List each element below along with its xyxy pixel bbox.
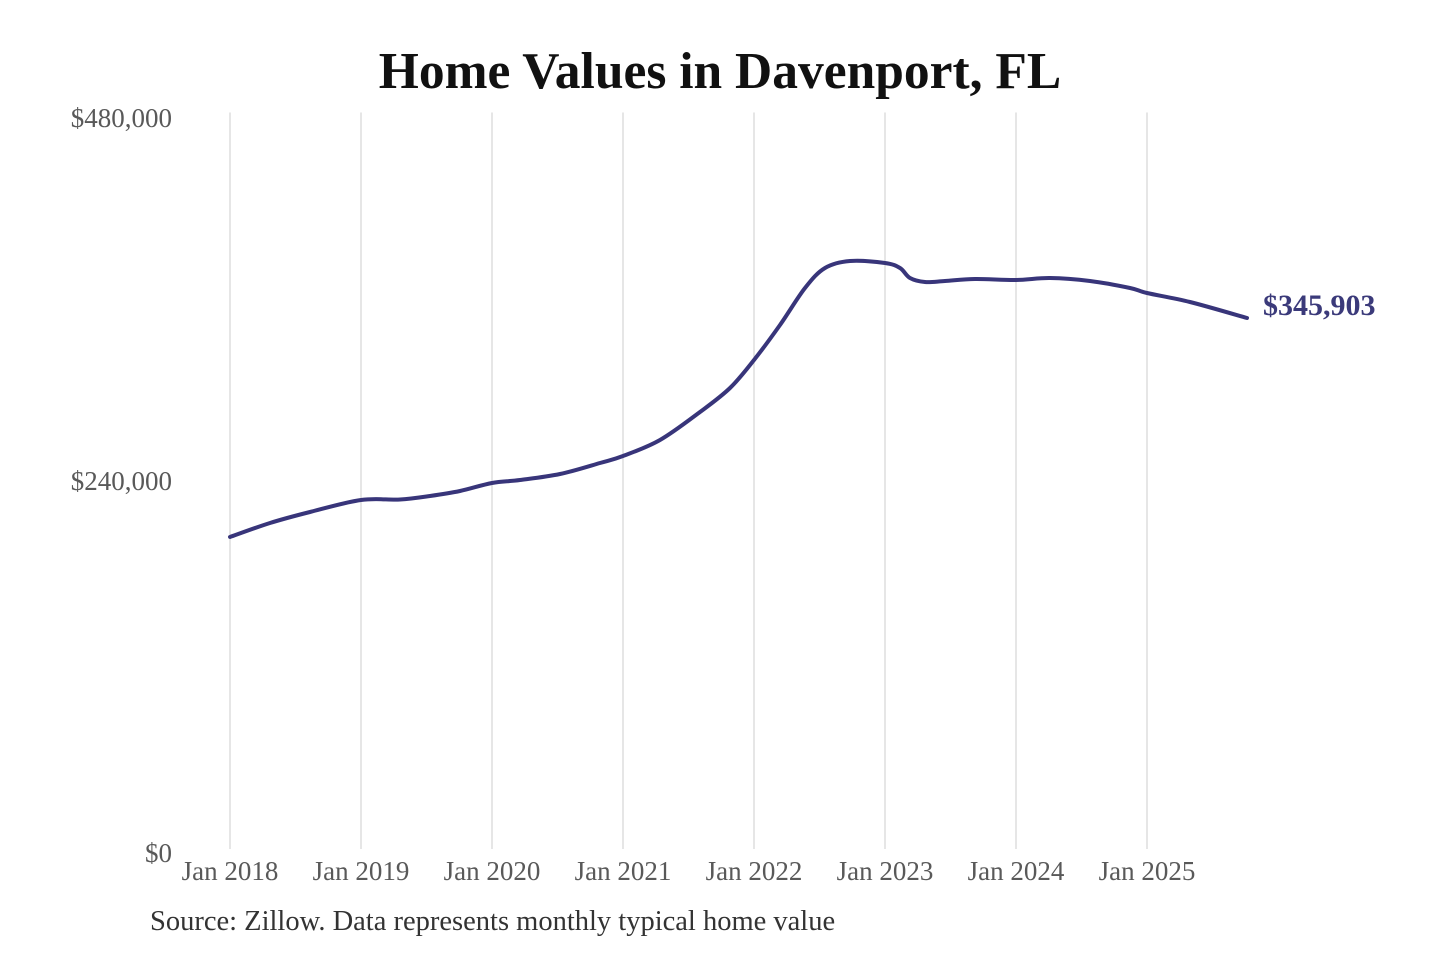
svg-text:Jan 2018: Jan 2018 — [182, 856, 279, 886]
svg-text:$0: $0 — [145, 838, 172, 868]
svg-text:$240,000: $240,000 — [71, 466, 172, 496]
svg-text:Jan 2023: Jan 2023 — [837, 856, 934, 886]
svg-text:Jan 2025: Jan 2025 — [1099, 856, 1196, 886]
svg-text:Jan 2021: Jan 2021 — [575, 856, 672, 886]
svg-text:Jan 2024: Jan 2024 — [968, 856, 1065, 886]
svg-text:Jan 2022: Jan 2022 — [706, 856, 803, 886]
svg-text:Jan 2020: Jan 2020 — [444, 856, 541, 886]
svg-text:Jan 2019: Jan 2019 — [313, 856, 410, 886]
svg-text:$480,000: $480,000 — [71, 103, 172, 133]
